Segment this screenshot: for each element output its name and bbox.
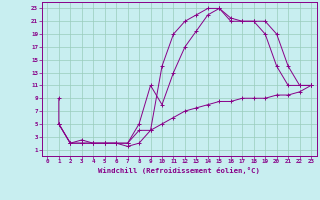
X-axis label: Windchill (Refroidissement éolien,°C): Windchill (Refroidissement éolien,°C) — [98, 167, 260, 174]
